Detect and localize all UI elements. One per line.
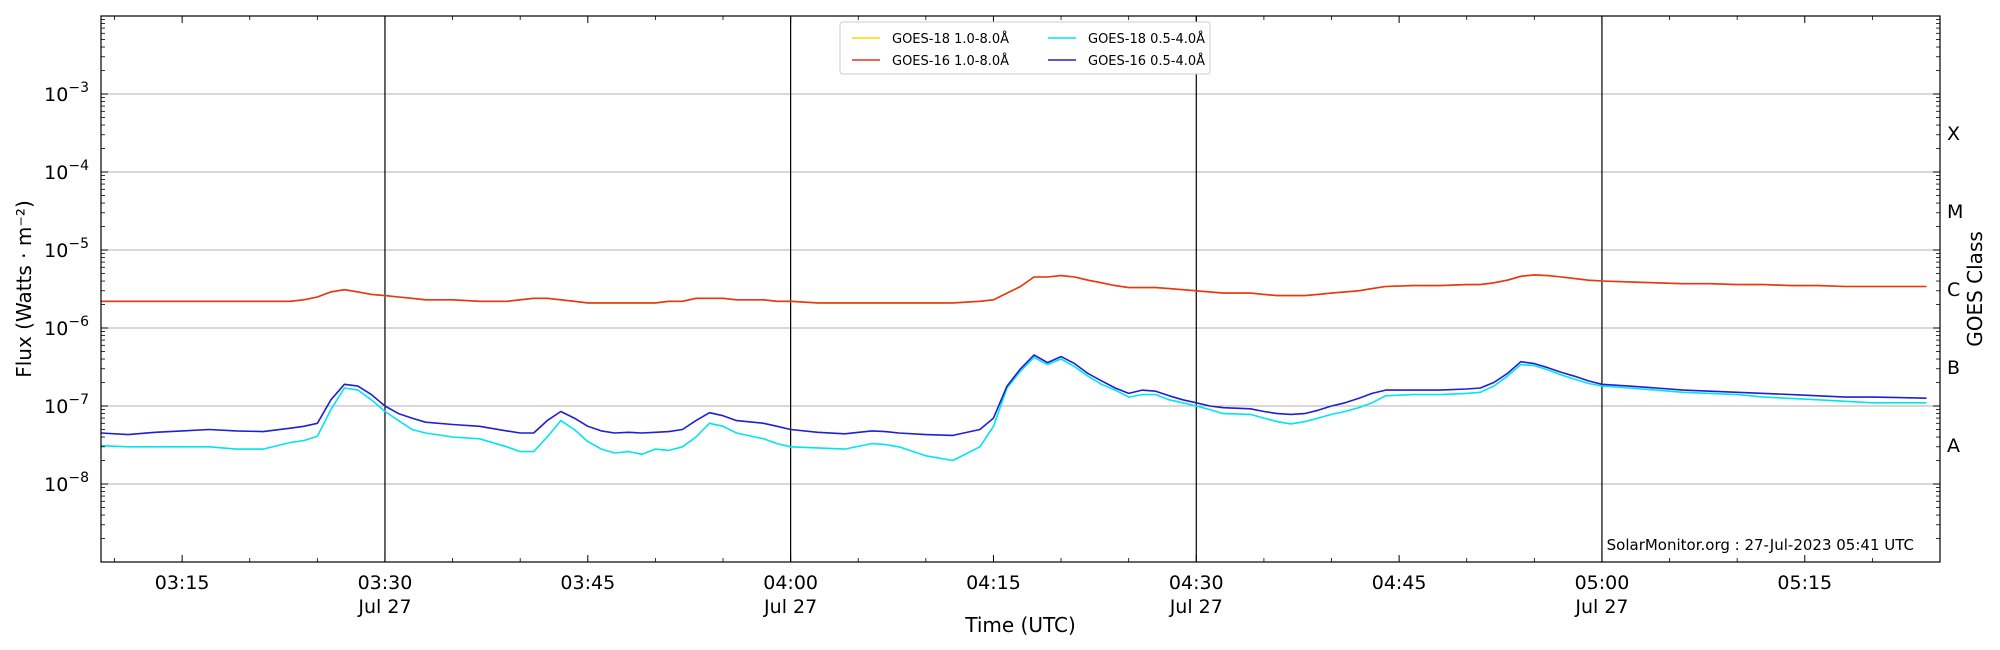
x-tick-date-label: Jul 27 <box>1574 596 1628 618</box>
goes-class-label: B <box>1947 357 1960 379</box>
x-tick-label: 05:00 <box>1575 572 1630 594</box>
x-tick-label: 03:30 <box>358 572 413 594</box>
legend-label: GOES-18 0.5-4.0Å <box>1088 31 1205 47</box>
y-tick-labels: 10−8 10−7 10−6 10−5 10−4 10−3 <box>44 80 89 496</box>
series-line-4 <box>100 354 1927 437</box>
x-tick-date-label: Jul 27 <box>1169 596 1223 618</box>
y-axis-title: Flux (Watts · m⁻²) <box>12 200 36 378</box>
credit-text: SolarMonitor.org : 27-Jul-2023 05:41 UTC <box>1607 536 1914 554</box>
y-tick-label: 10−7 <box>44 392 89 418</box>
legend: GOES-18 1.0-8.0Å GOES-18 0.5-4.0Å GOES-16 … <box>839 21 1211 75</box>
plot-frame <box>100 15 1941 563</box>
legend-label: GOES-16 1.0-8.0Å <box>892 53 1009 69</box>
x-tick-label: 05:15 <box>1777 572 1832 594</box>
x-tick-label: 04:15 <box>966 572 1021 594</box>
x-axis-title: Time (UTC) <box>964 613 1076 637</box>
y-tick-label: 10−8 <box>44 470 89 496</box>
y-tick-label: 10−6 <box>44 314 89 340</box>
goes-class-label: M <box>1947 201 1963 223</box>
x-tick-label: 04:45 <box>1372 572 1427 594</box>
series-line-1 <box>101 274 1927 304</box>
legend-label: GOES-16 0.5-4.0Å <box>1088 53 1205 69</box>
right-axis-title: GOES Class <box>1963 231 1987 347</box>
goes-class-label: A <box>1947 435 1960 457</box>
x-tick-label: 03:45 <box>560 572 615 594</box>
x-tick-label: 03:15 <box>155 572 210 594</box>
x-tick-label: 04:30 <box>1169 572 1224 594</box>
legend-label: GOES-18 1.0-8.0Å <box>892 31 1009 47</box>
y-tick-label: 10−5 <box>44 236 89 262</box>
x-tick-date-label: Jul 27 <box>763 596 817 618</box>
legend-box <box>839 21 1211 75</box>
series-line-2 <box>101 274 1927 304</box>
x-tick-date-label: Jul 27 <box>357 596 411 618</box>
y-tick-label: 10−4 <box>44 158 89 184</box>
series-line-3 <box>100 356 1927 462</box>
goes-class-labels: A B C M X <box>1947 123 1963 457</box>
series-lines <box>100 274 1927 462</box>
axis-ticks <box>101 16 1941 562</box>
x-tick-label: 04:00 <box>763 572 818 594</box>
goes-class-label: C <box>1947 279 1960 301</box>
y-tick-label: 10−3 <box>44 80 89 106</box>
gridlines <box>101 93 1940 485</box>
day-marker-lines <box>384 16 1603 562</box>
goes-class-label: X <box>1947 123 1960 145</box>
